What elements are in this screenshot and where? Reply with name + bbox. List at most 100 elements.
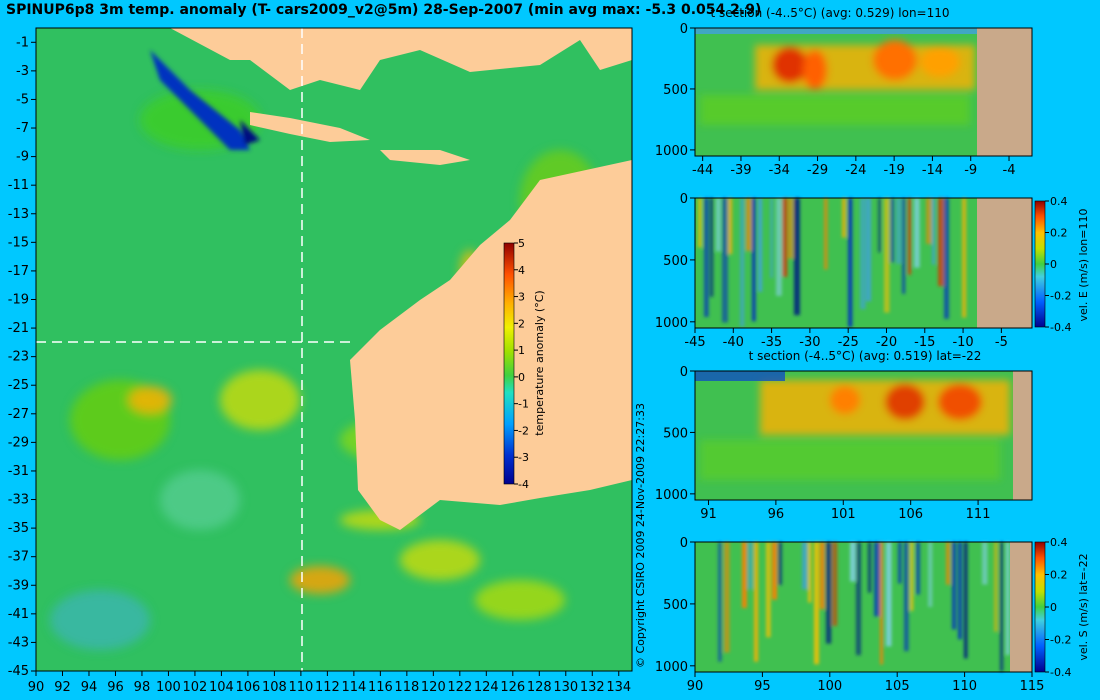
map-x-tick-label: 106	[235, 680, 260, 695]
map-colorbar-tick-label: 3	[518, 291, 525, 304]
map-y-tick-label: -17	[8, 264, 29, 279]
map-x-tick-label: 118	[394, 680, 419, 695]
panel-t-section-lat: t section (-4..5°C) (avg: 0.519) lat=-22…	[655, 349, 1033, 522]
t-section-lon-x-tick-label: -34	[769, 163, 790, 178]
t-section-lat-x-tick-label: 91	[700, 507, 717, 522]
vel-e-section-x-tick-label: -45	[684, 335, 705, 350]
t-section-lat-x-tick-label: 101	[831, 507, 856, 522]
cold-anomalies	[150, 50, 260, 150]
vel-s-section-y-tick-label: 0	[680, 536, 688, 551]
map-colorbar-tick-label: -1	[518, 398, 529, 411]
land	[170, 28, 632, 530]
map-y-tick-label: -21	[8, 321, 29, 336]
section-land	[977, 28, 1032, 156]
map-colorbar-tick-label: 0	[518, 371, 525, 384]
map-y-tick-label: -13	[8, 207, 29, 222]
vel-s-section-x-tick-label: 115	[1020, 679, 1045, 694]
map-y-tick-label: -27	[8, 407, 29, 422]
map-x-tick-label: 120	[421, 680, 446, 695]
vel-e-section-x-tick-label: -35	[761, 335, 782, 350]
panel-t-section-lon: t section (-4..5°C) (avg: 0.529) lon=110…	[655, 6, 1033, 178]
map-y-tick-label: -41	[8, 607, 29, 622]
map-y-tick-label: -9	[16, 150, 29, 165]
map-x-tick-label: 130	[553, 680, 578, 695]
map-x-tick-label: 90	[28, 680, 45, 695]
t-section-lon-y-tick-label: 1000	[655, 144, 688, 159]
t-section-lon-x-tick-label: -19	[884, 163, 905, 178]
map-x-tick-label: 96	[107, 680, 124, 695]
map-x-tick-label: 104	[209, 680, 234, 695]
map-y-tick-label: -43	[8, 635, 29, 650]
map-x-tick-label: 112	[315, 680, 340, 695]
map-plot-area	[35, 27, 633, 672]
map-x-tick-label: 126	[500, 680, 525, 695]
section-panels: t section (-4..5°C) (avg: 0.529) lon=110…	[655, 6, 1090, 694]
map-colorbar-tick-label: 1	[518, 344, 525, 357]
map-y-tick-label: -45	[8, 664, 29, 679]
t-section-lat-title: t section (-4..5°C) (avg: 0.519) lat=-22	[749, 349, 982, 363]
vel-e-section-colorbar-tick-label: -0.4	[1050, 321, 1071, 334]
panel-vel-e: -45 -40 -35 -30 -25 -20 -15 -10 -5 0 500 1000 0.4 0.…	[655, 192, 1090, 350]
vel-e-section-x-tick-label: -15	[914, 335, 935, 350]
vel-e-colorbar-label: vel. E (m/s) lon=110	[1077, 209, 1090, 322]
map-x-axis: 90 92 94 96 98 100 102 104 106 108 110 112 114 116 118…	[28, 671, 631, 695]
t-section-lon-x-tick-label: -44	[692, 163, 713, 178]
map-y-tick-label: -35	[8, 521, 29, 536]
map-x-tick-label: 132	[580, 680, 605, 695]
map-x-tick-label: 116	[368, 680, 393, 695]
map-x-tick-label: 114	[341, 680, 366, 695]
map-x-tick-label: 92	[54, 680, 71, 695]
map-colorbar-tick-label: 4	[518, 264, 525, 277]
map-x-tick-label: 134	[606, 680, 631, 695]
vel-s-section-colorbar-tick-label: 0.2	[1050, 569, 1068, 582]
map-y-tick-label: -19	[8, 292, 29, 307]
t-section-lon-x-tick-label: -29	[807, 163, 828, 178]
t-section-lon-x-tick-label: -4	[1003, 163, 1016, 178]
t-section-lat-x-tick-label: 106	[898, 507, 923, 522]
vel-e-section-x-tick-label: -25	[838, 335, 859, 350]
map-x-tick-label: 102	[183, 680, 208, 695]
map-y-tick-label: -31	[8, 464, 29, 479]
t-section-lon-x-tick-label: -9	[964, 163, 977, 178]
map-colorbar-tick-label: -2	[518, 424, 529, 437]
map-x-tick-label: 94	[81, 680, 98, 695]
vel-e-section-colorbar-tick-label: 0.2	[1050, 227, 1068, 240]
map-x-tick-label: 122	[447, 680, 472, 695]
map-x-tick-label: 98	[134, 680, 151, 695]
vel-e-section-y-tick-label: 0	[680, 192, 688, 207]
vel-e-section-x-tick-label: -5	[995, 335, 1008, 350]
map-colorbar-tick-label: 5	[518, 237, 525, 250]
map-x-tick-label: 100	[156, 680, 181, 695]
map-x-tick-label: 128	[527, 680, 552, 695]
vel-e-section-x-tick-label: -20	[876, 335, 897, 350]
map-y-tick-label: -5	[16, 92, 29, 107]
map-y-tick-label: -7	[16, 121, 29, 136]
map-colorbar: 5 4 3 2 1 0 -1 -2 -3 -4 temperature anomaly (°C)	[503, 237, 546, 491]
t-section-lon-y-tick-label: 0	[680, 22, 688, 37]
vel-s-section-y-tick-label: 1000	[655, 660, 688, 675]
t-section-lon-y-tick-label: 500	[663, 83, 688, 98]
vel-s-section-x-tick-label: 95	[754, 679, 771, 694]
vel-e-section-colorbar-tick-label: 0	[1050, 258, 1057, 271]
vel-e-section-x-tick-label: -40	[723, 335, 744, 350]
vel-s-section-x-tick-label: 100	[817, 679, 842, 694]
t-section-lat-y-tick-label: 0	[680, 365, 688, 380]
t-section-lat-y-tick-label: 1000	[655, 488, 688, 503]
vel-e-section-colorbar-tick-label: 0.4	[1050, 195, 1068, 208]
map-y-tick-label: -1	[16, 35, 29, 50]
vel-e-section-y-tick-label: 500	[663, 254, 688, 269]
t-section-lat-y-tick-label: 500	[663, 426, 688, 441]
vel-s-section-colorbar-tick-label: -0.4	[1050, 666, 1071, 679]
t-section-lon-x-tick-label: -39	[730, 163, 751, 178]
t-section-lon-x-tick-label: -24	[845, 163, 866, 178]
map-y-tick-label: -25	[8, 378, 29, 393]
t-section-lon-x-tick-label: -14	[922, 163, 943, 178]
vel-e-section-x-tick-label: -30	[799, 335, 820, 350]
vel-s-section-colorbar-tick-label: 0	[1050, 601, 1057, 614]
map-y-tick-label: -23	[8, 350, 29, 365]
map-colorbar-tick-label: 2	[518, 317, 525, 330]
panel-vel-s: 90 95 100 105 110 115 0 500 1000 0.4 0.2 0 -0.2 -0.4…	[655, 536, 1090, 694]
map-x-tick-label: 124	[474, 680, 499, 695]
vel-e-section-y-tick-label: 1000	[655, 316, 688, 331]
map-y-tick-label: -39	[8, 578, 29, 593]
